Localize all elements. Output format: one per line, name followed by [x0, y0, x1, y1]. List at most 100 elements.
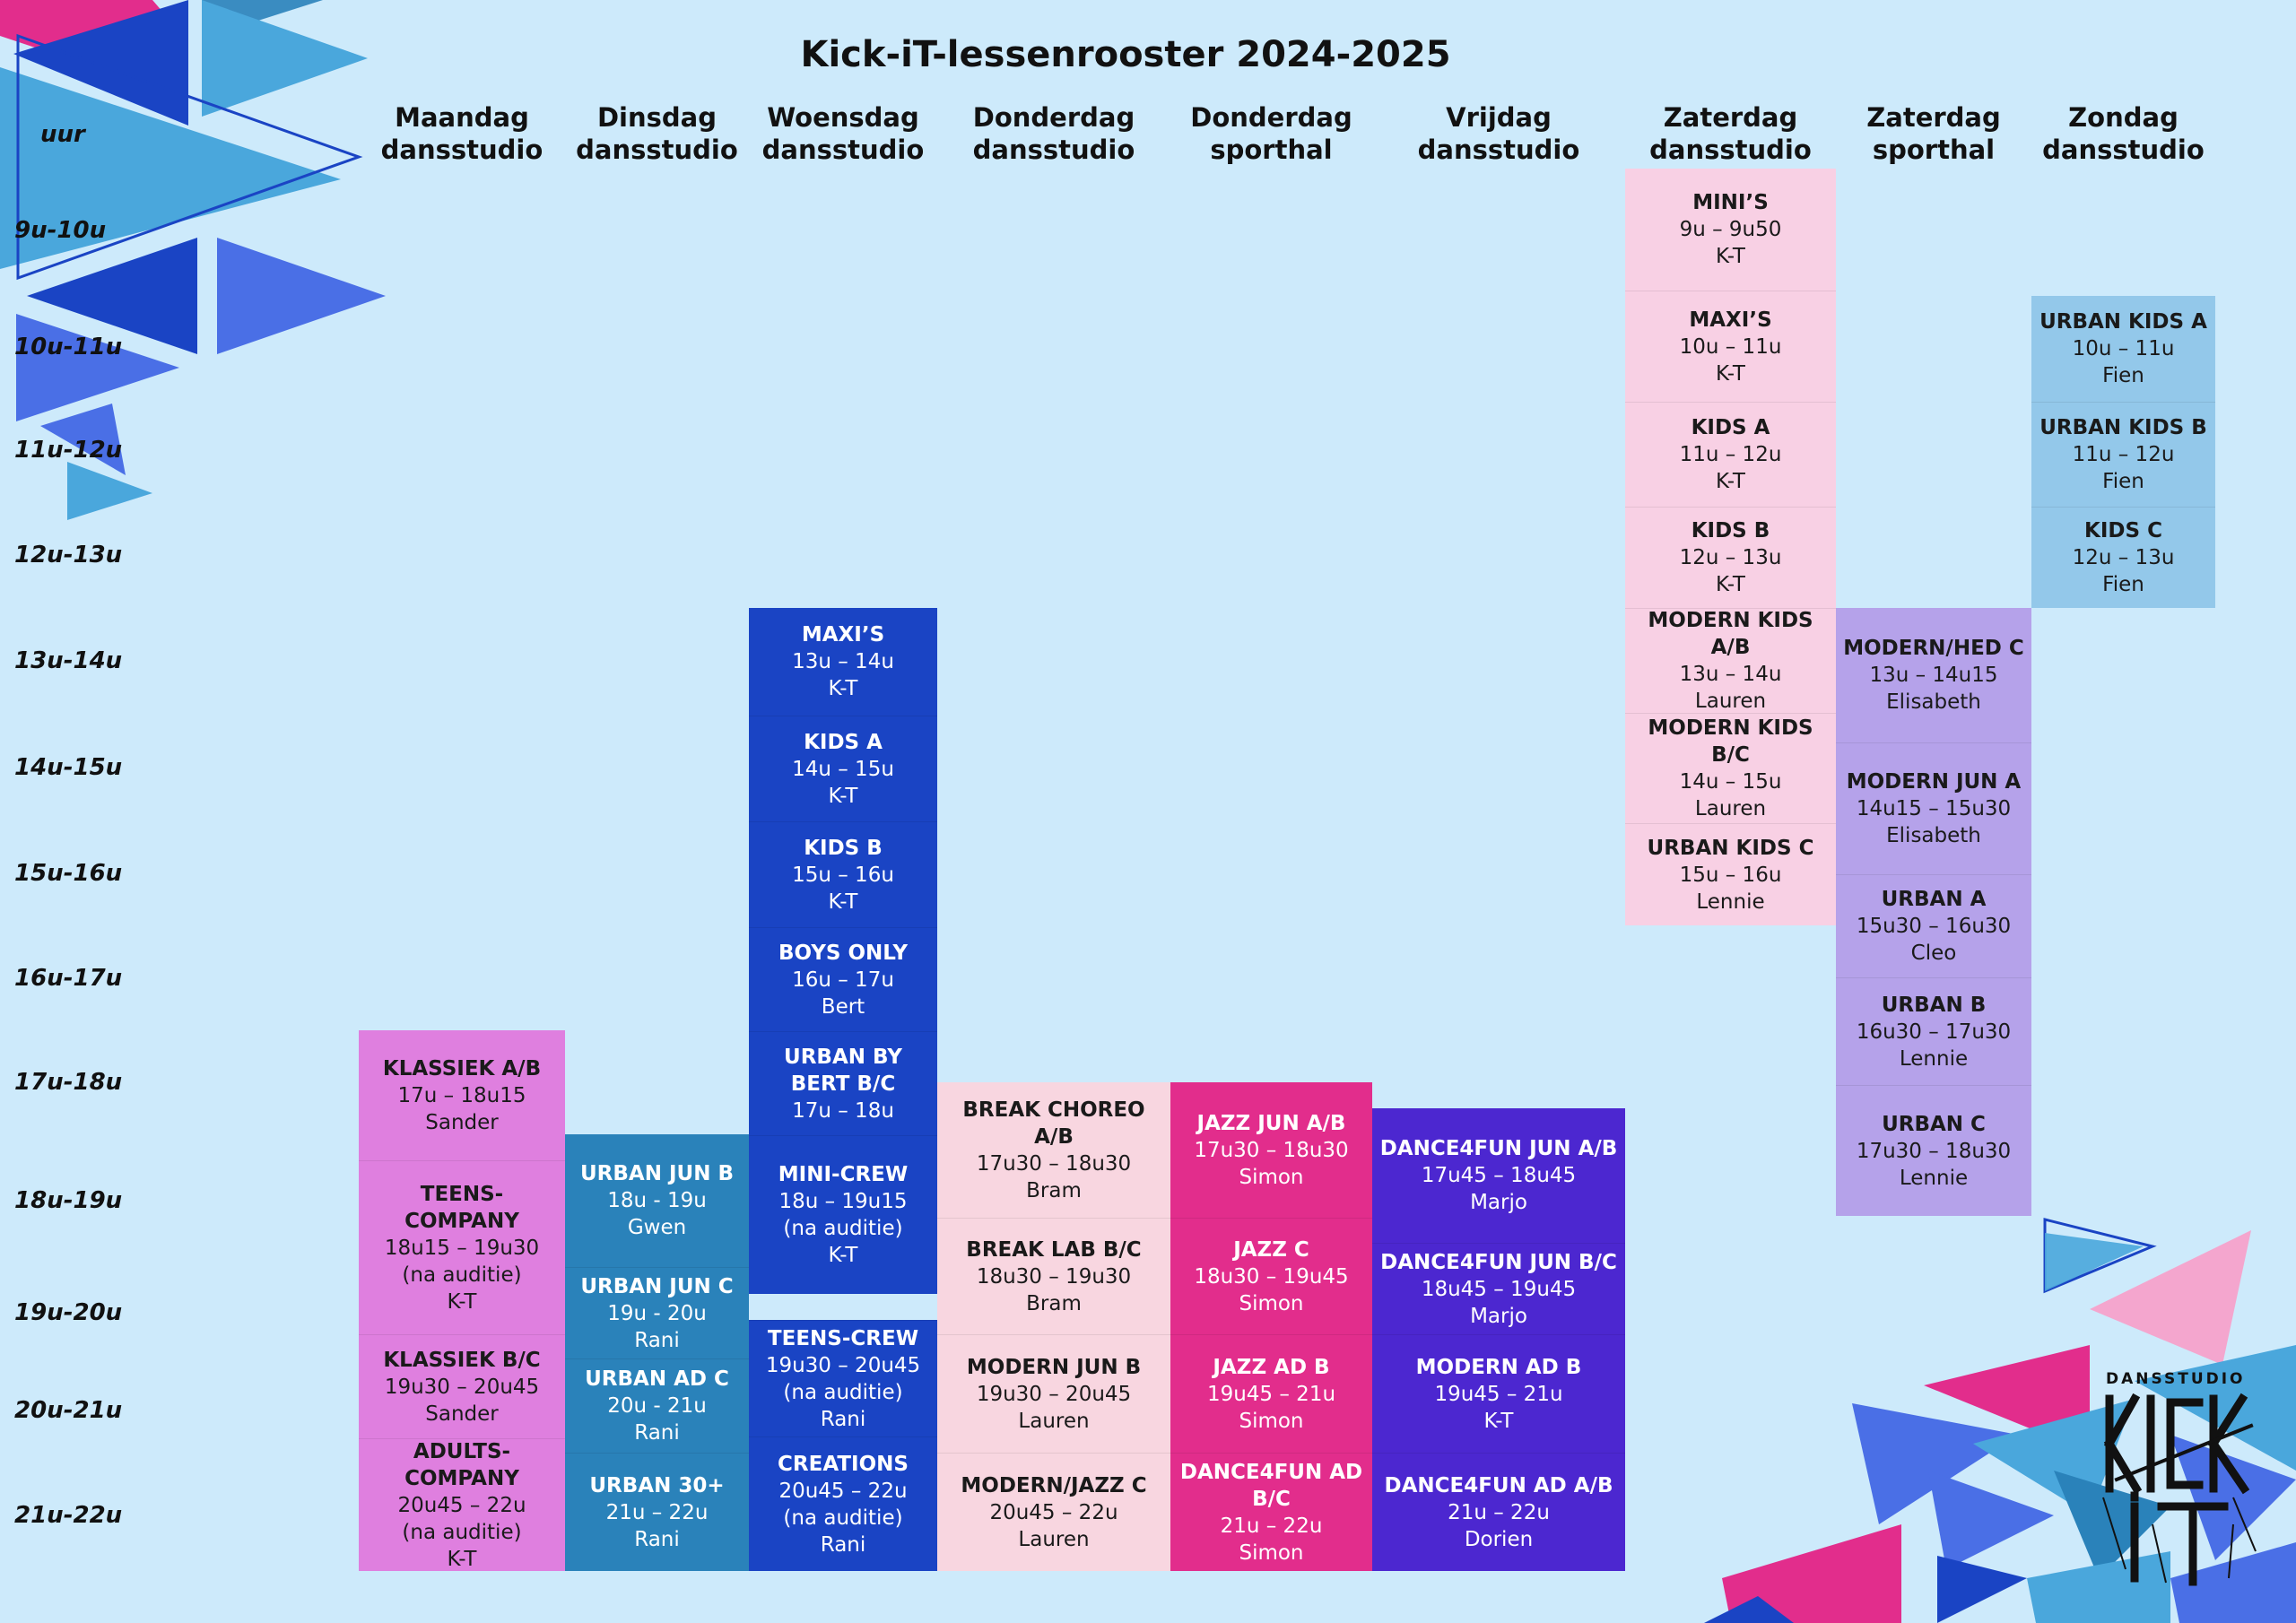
time-slot-label: 13u-14u [14, 647, 123, 674]
lesson-teacher: K-T [447, 1547, 477, 1571]
lesson-name: JAZZ C [1233, 1237, 1309, 1262]
lesson-block: URBAN C 17u30 – 18u30 Lennie [1836, 1085, 2031, 1216]
lesson-name: URBAN B [1881, 993, 1987, 1017]
lesson-time: 10u – 11u [2072, 337, 2175, 360]
lesson-note: (na auditie) [402, 1263, 522, 1287]
lesson-teacher: Elisabeth [1886, 690, 1981, 714]
lesson-time: 19u45 – 21u [1206, 1382, 1336, 1406]
lesson-time: 18u – 19u15 [778, 1190, 908, 1213]
time-slot-label: 11u-12u [14, 437, 123, 464]
lesson-teacher: Fien [2102, 470, 2144, 493]
lesson-teacher: Elisabeth [1886, 824, 1981, 847]
lesson-name: MODERN/HED C [1843, 637, 2024, 660]
day-name: Zaterdag [1663, 102, 1798, 133]
lesson-name: DANCE4FUN AD A/B [1384, 1473, 1613, 1497]
lesson-teacher: Lauren [1018, 1527, 1090, 1551]
lesson-name: BOYS ONLY [778, 941, 909, 965]
lesson-block: CREATIONS 20u45 – 22u (na auditie) Rani [749, 1436, 937, 1571]
day-header: Donderdag sporthal [1170, 101, 1372, 166]
lesson-teacher: Simon [1239, 1291, 1304, 1315]
day-name: Vrijdag [1446, 102, 1552, 133]
lesson-name: URBAN 30+ [589, 1473, 725, 1497]
lesson-name: JAZZ JUN A/B [1196, 1111, 1346, 1135]
day-header: Donderdag dansstudio [937, 101, 1170, 166]
lesson-teacher: Rani [634, 1328, 680, 1352]
lesson-block: URBAN JUN C 19u - 20u Rani [565, 1267, 749, 1358]
lesson-name: DANCE4FUN AD B/C [1179, 1460, 1363, 1511]
lesson-block: MODERN/HED C 13u – 14u15 Elisabeth [1836, 608, 2031, 742]
lesson-teacher: Lennie [1696, 890, 1765, 914]
lesson-block: MODERN/JAZZ C 20u45 – 22u Lauren [937, 1453, 1170, 1571]
lesson-teacher: Simon [1239, 1409, 1304, 1433]
day-location: dansstudio [380, 135, 544, 165]
lesson-block: BREAK CHOREO A/B 17u30 – 18u30 Bram [937, 1082, 1170, 1218]
lesson-teacher: Simon [1239, 1165, 1304, 1189]
lesson-teacher: Rani [634, 1421, 680, 1445]
day-name: Woensdag [767, 102, 919, 133]
lesson-block: TEENS-COMPANY 18u15 – 19u30 (na auditie) K-… [359, 1160, 565, 1334]
time-slot-label: 20u-21u [14, 1397, 123, 1424]
lesson-name: KIDS B [804, 836, 883, 860]
lesson-name: MODERN AD B [1415, 1355, 1582, 1379]
lesson-teacher: Lennie [1899, 1046, 1969, 1071]
lesson-name: KLASSIEK A/B [382, 1056, 542, 1081]
lesson-block: DANCE4FUN JUN A/B 17u45 – 18u45 Marjo [1372, 1108, 1625, 1243]
lesson-name: URBAN BY BERT B/C [784, 1045, 902, 1096]
time-slot-label: 15u-16u [14, 860, 123, 887]
lesson-time: 17u30 – 18u30 [976, 1151, 1132, 1176]
lesson-block: KIDS C 12u – 13u Fien [2031, 507, 2215, 608]
lesson-teacher: Marjo [1470, 1191, 1527, 1214]
lesson-teacher: Simon [1239, 1541, 1304, 1565]
lesson-teacher: K-T [1716, 573, 1745, 596]
lesson-teacher: K-T [1716, 245, 1745, 268]
lesson-teacher: K-T [1716, 361, 1745, 386]
lesson-name: URBAN JUN C [580, 1274, 734, 1298]
lesson-time: 20u45 – 22u [778, 1479, 908, 1503]
lesson-teacher: K-T [828, 677, 858, 700]
lesson-time: 15u – 16u [792, 863, 894, 887]
lesson-block: DANCE4FUN AD B/C 21u – 22u Simon [1170, 1453, 1372, 1571]
lesson-name: MAXI’S [801, 623, 885, 647]
time-slot-label: 17u-18u [14, 1069, 123, 1096]
lesson-block: MINI-CREW 18u – 19u15 (na auditie) K-T [749, 1135, 937, 1294]
lesson-block: KIDS B 15u – 16u K-T [749, 821, 937, 927]
lesson-name: ADULTS-COMPANY [404, 1439, 519, 1490]
lesson-teacher: Lauren [1694, 797, 1767, 820]
lesson-block: TEENS-CREW 19u30 – 20u45 (na auditie) Rani [749, 1320, 937, 1436]
lesson-name: TEENS-CREW [767, 1326, 919, 1350]
lesson-time: 18u - 19u [607, 1189, 707, 1212]
time-slot-label: 18u-19u [14, 1187, 123, 1214]
lesson-name: JAZZ AD B [1213, 1355, 1330, 1379]
lesson-name: KLASSIEK B/C [383, 1348, 541, 1372]
day-location: dansstudio [761, 135, 925, 165]
lesson-block: KIDS A 14u – 15u K-T [749, 716, 937, 821]
page-title: Kick-iT-lessenrooster 2024-2025 [800, 34, 1451, 75]
day-name: Dinsdag [596, 102, 717, 133]
day-header: Zaterdag dansstudio [1625, 101, 1836, 166]
lesson-name: KIDS C [2084, 519, 2162, 542]
day-name: Maandag [395, 102, 529, 133]
lesson-teacher: Fien [2102, 573, 2144, 596]
lesson-teacher: K-T [828, 1244, 858, 1267]
lesson-teacher: Rani [820, 1407, 866, 1431]
lesson-block: MODERN JUN A 14u15 – 15u30 Elisabeth [1836, 742, 2031, 874]
lesson-block: JAZZ JUN A/B 17u30 – 18u30 Simon [1170, 1082, 1372, 1218]
lesson-block: KLASSIEK A/B 17u – 18u15 Sander [359, 1030, 565, 1160]
lesson-time: 11u – 12u [2072, 443, 2175, 466]
lesson-time: 20u45 – 22u [397, 1493, 526, 1517]
day-header: Maandag dansstudio [359, 101, 565, 166]
day-location: dansstudio [576, 135, 738, 165]
day-location: sporthal [1210, 135, 1333, 165]
lesson-time: 18u30 – 19u30 [976, 1264, 1132, 1289]
lesson-name: KIDS A [1691, 416, 1770, 439]
lesson-name: URBAN KIDS A [2039, 310, 2207, 334]
lesson-time: 18u15 – 19u30 [384, 1236, 540, 1260]
time-slot-label: 21u-22u [14, 1502, 123, 1529]
kick-it-logo: DANSSTUDIO [2099, 1370, 2278, 1594]
lesson-teacher: Sander [425, 1402, 499, 1426]
lesson-teacher: K-T [447, 1289, 477, 1314]
time-slot-label: 12u-13u [14, 542, 123, 568]
uur-label: uur [40, 121, 85, 148]
lesson-block: BREAK LAB B/C 18u30 – 19u30 Bram [937, 1218, 1170, 1334]
lesson-time: 19u30 – 20u45 [765, 1353, 921, 1377]
